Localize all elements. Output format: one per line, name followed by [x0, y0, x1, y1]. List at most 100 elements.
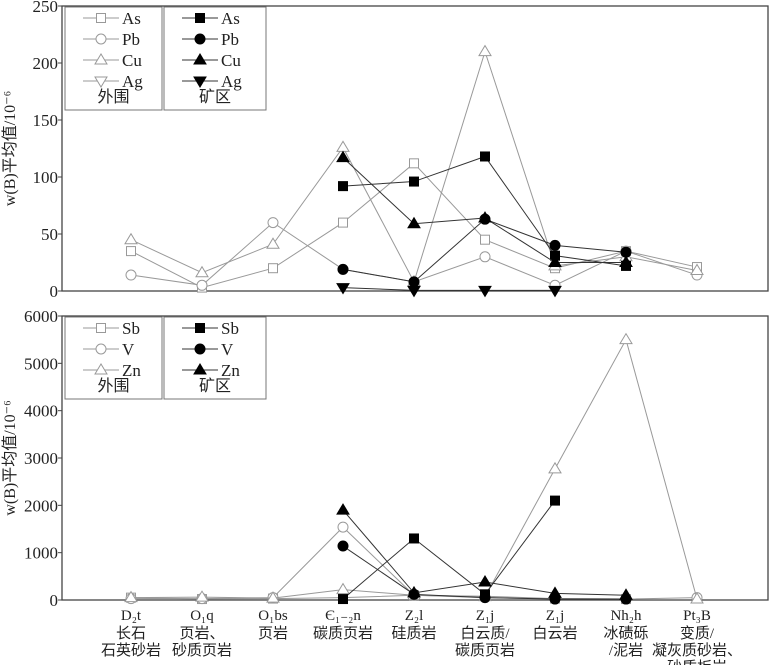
y-tick-label: 3000 — [24, 449, 58, 468]
y-tick-label: 50 — [41, 225, 58, 244]
y-tick-label: 2000 — [24, 496, 58, 515]
x-tick-description: 变质/ — [680, 625, 715, 642]
data-point — [407, 585, 421, 598]
data-point — [478, 44, 492, 57]
legend-marker — [194, 33, 206, 45]
data-point — [196, 279, 208, 291]
legend-label: Sb — [122, 319, 140, 338]
legend-label: As — [221, 9, 240, 28]
x-tick-label: Nh₂h — [610, 608, 642, 624]
data-point — [268, 263, 278, 274]
legend-marker — [94, 53, 108, 65]
chart-panel-2: 0 1000 2000 3000 4000 5000 6000 w(B)平均值/10⁻⁶ Sb V… — [1, 307, 769, 665]
x-tick-label: O₁bs — [258, 608, 288, 624]
legend-label: Ag — [221, 72, 242, 91]
data-point — [266, 591, 280, 603]
data-point — [126, 246, 136, 257]
data-point — [337, 263, 349, 275]
legend-label: V — [221, 340, 234, 359]
legend-marker — [195, 13, 205, 23]
legend-label: Cu — [221, 51, 241, 70]
data-point — [479, 592, 491, 604]
legend-marker — [195, 323, 205, 333]
legend-group-label: 矿区 — [199, 377, 231, 395]
data-point — [338, 594, 348, 605]
legend-box — [64, 316, 163, 400]
data-point — [336, 150, 350, 163]
legend-group-label: 外围 — [97, 88, 129, 106]
series-line — [342, 287, 555, 291]
data-point — [690, 592, 704, 604]
series-矿区-Ag — [336, 283, 562, 298]
x-tick-label: Z₁j — [476, 608, 495, 624]
data-point — [409, 176, 419, 187]
series-line — [342, 155, 627, 267]
data-point — [690, 263, 704, 275]
legend-box — [163, 316, 267, 400]
data-point — [619, 588, 633, 600]
data-point — [266, 237, 280, 249]
data-point — [338, 217, 348, 228]
y-tick-label: 250 — [33, 0, 59, 16]
data-point — [336, 283, 350, 295]
data-point — [548, 285, 562, 298]
y-tick-label: 200 — [33, 54, 59, 73]
legend-marker — [96, 13, 106, 23]
x-tick-description: 白云质/ — [460, 625, 510, 642]
data-point — [478, 211, 492, 223]
legend-marker — [193, 53, 207, 65]
x-tick-description: 白云岩 — [532, 625, 577, 642]
y-tick-label: 0 — [50, 282, 59, 301]
legend-box — [163, 6, 267, 111]
x-tick-description: 页岩、 — [179, 625, 224, 642]
series-矿区-Cu — [336, 150, 633, 267]
legend-group-label: 外围 — [97, 377, 129, 395]
legend-marker — [95, 343, 107, 355]
x-tick-description: 砂质页岩 — [172, 642, 232, 659]
data-point — [195, 590, 209, 602]
legend-label: Cu — [122, 51, 142, 70]
legend-marker — [95, 33, 107, 45]
series-矿区-Pb — [337, 213, 632, 288]
data-point — [407, 216, 421, 229]
legend-marker — [94, 76, 108, 88]
legend-box — [64, 6, 163, 111]
series-矿区-Zn — [336, 503, 633, 600]
x-tick-description: 碳质页岩 — [455, 642, 515, 659]
x-tick-label: Z₂l — [405, 608, 424, 624]
data-point — [619, 332, 633, 345]
x-tick-description: 硅质岩 — [391, 625, 436, 642]
legend-marker — [193, 76, 207, 88]
legend-marker — [94, 363, 108, 375]
legend-label: Sb — [221, 319, 239, 338]
x-tick-description: 长石 — [116, 625, 146, 642]
data-point — [480, 151, 490, 162]
data-point — [479, 251, 491, 263]
legend-marker — [194, 343, 206, 355]
data-point — [409, 158, 419, 169]
y-tick-label: 100 — [33, 168, 59, 187]
data-point — [548, 586, 562, 598]
x-tick-label: D₂t — [121, 608, 142, 624]
data-point — [336, 503, 350, 515]
legend-label: V — [122, 340, 135, 359]
data-point — [124, 232, 138, 245]
data-point — [408, 276, 420, 288]
data-point — [125, 269, 137, 281]
x-tick-description: 页岩 — [258, 625, 288, 642]
data-point — [267, 217, 279, 229]
chart-panel-1: 050100150200250w(B)平均值/10⁻⁶AsPbCuAg外围AsP… — [1, 0, 769, 301]
x-tick-description: 冰碛砾 — [603, 625, 648, 642]
data-point — [478, 285, 492, 298]
y-tick-label: 150 — [33, 111, 59, 130]
legend-group-label: 矿区 — [199, 88, 231, 106]
y-axis-label: w(B)平均值/10⁻⁶ — [1, 91, 19, 206]
data-point — [619, 255, 633, 267]
data-point — [195, 265, 209, 278]
legend-label: As — [122, 9, 141, 28]
y-axis-label: w(B)平均值/10⁻⁶ — [1, 400, 19, 515]
x-tick-description: 碳质页岩 — [313, 625, 373, 642]
